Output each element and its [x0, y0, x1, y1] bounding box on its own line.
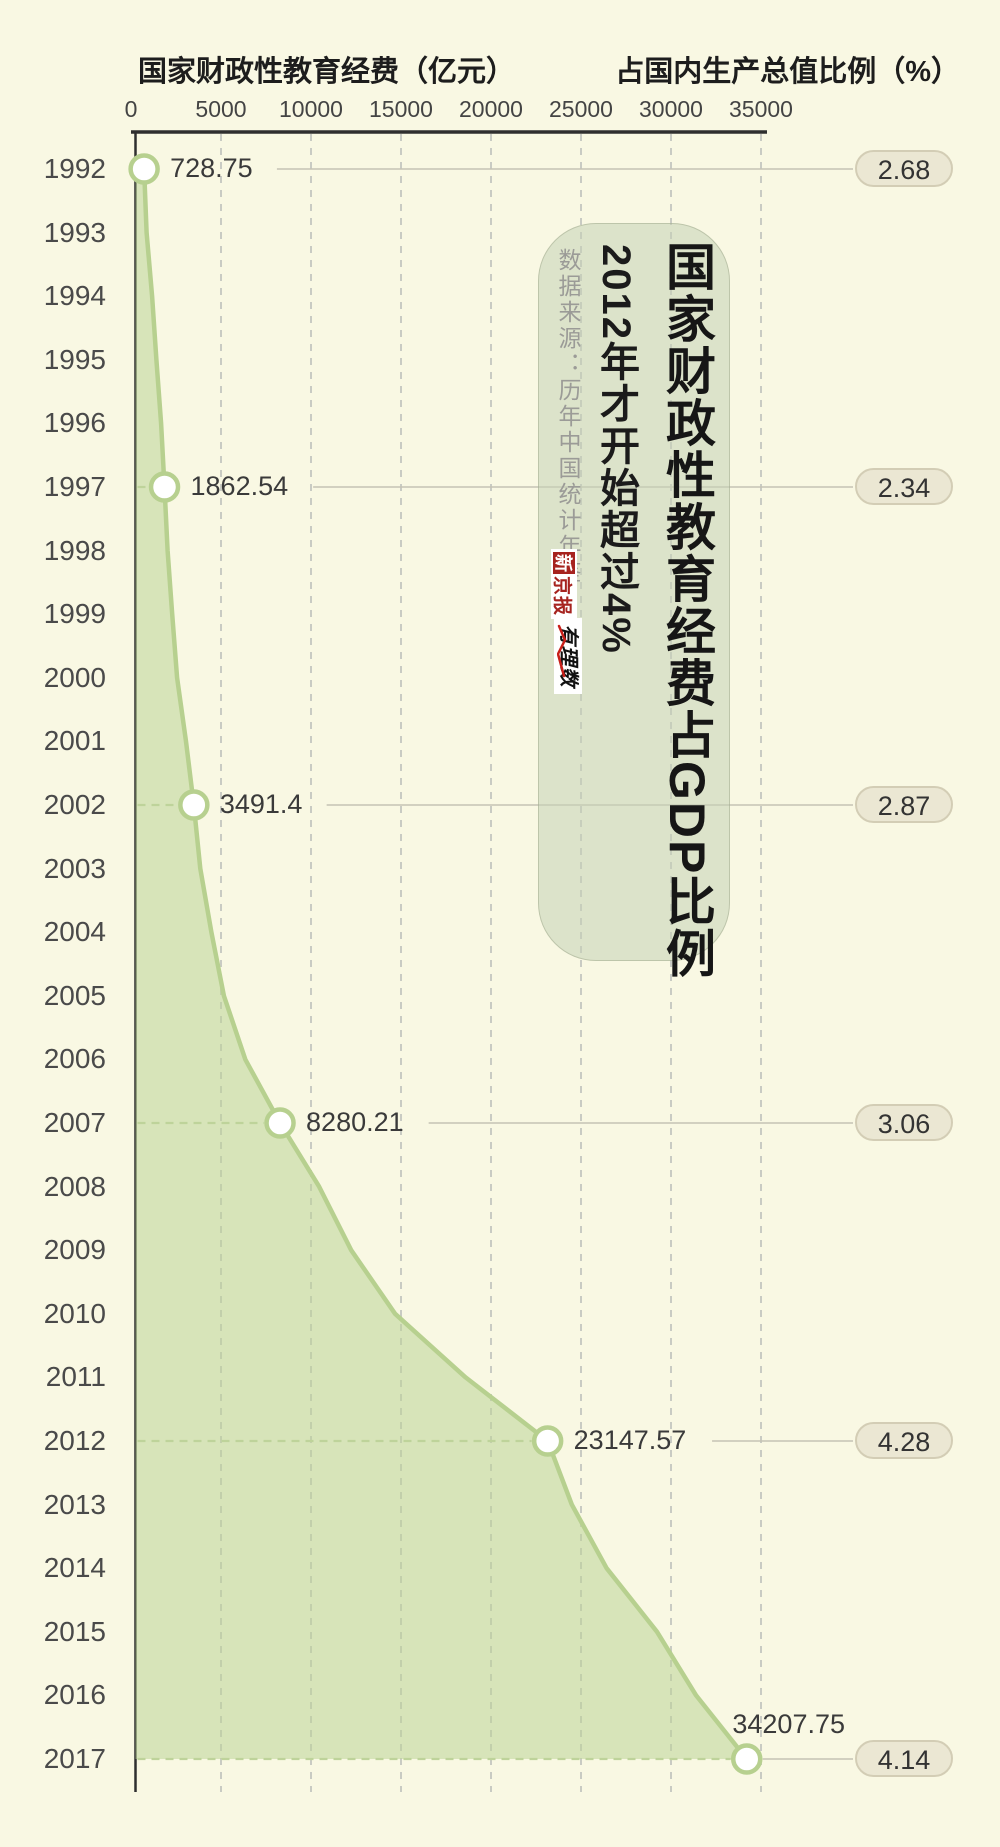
callout-card: 国家财政性教育经费占GDP比例 2012年才开始超过4% 数据来源：历年中国统计… [538, 223, 730, 980]
year-label: 1993 [43, 216, 106, 248]
right-axis-title: 占国内生产总值比例（%） [615, 56, 960, 88]
year-label: 2000 [43, 661, 106, 693]
year-label: 2013 [43, 1488, 106, 1520]
area-fill [135, 169, 747, 1759]
year-label: 2010 [43, 1297, 106, 1329]
year-label: 2006 [43, 1043, 106, 1075]
tick-label: 25000 [549, 96, 613, 122]
data-source-note: 数据来源：历年中国统计年鉴 [555, 248, 581, 586]
value-label: 8280.21 [306, 1107, 404, 1137]
gdp-ratio-badge: 4.14 [855, 1740, 953, 1777]
data-point-marker [178, 789, 210, 821]
tick-label: 10000 [279, 96, 343, 122]
data-point-marker [128, 153, 160, 185]
year-label: 1996 [43, 407, 106, 439]
year-label: 2015 [43, 1615, 106, 1647]
tick-label: 30000 [639, 96, 703, 122]
year-label: 2004 [43, 916, 106, 948]
year-label: 2014 [43, 1552, 106, 1584]
year-label: 2016 [43, 1679, 106, 1711]
year-label: 1995 [43, 343, 106, 375]
youlishu-logo: 有理数 [554, 618, 582, 694]
data-point-marker [730, 1743, 763, 1775]
callout-subtitle: 2012年才开始超过4% [594, 244, 638, 655]
left-axis-title: 国家财政性教育经费（亿元） [138, 56, 516, 88]
year-label: 2009 [43, 1234, 106, 1266]
data-point-marker [264, 1107, 296, 1139]
gdp-ratio-badge: 2.68 [855, 150, 953, 187]
data-point-marker [148, 471, 181, 503]
year-label: 2007 [43, 1107, 106, 1138]
youlishu-logo-swoosh-icon [557, 624, 567, 678]
year-label: 1994 [43, 280, 106, 312]
gdp-ratio-badge: 4.28 [855, 1422, 953, 1459]
year-label: 2012 [43, 1425, 106, 1456]
callout-title: 国家财政性教育经费占GDP比例 [659, 241, 715, 980]
year-label: 2008 [43, 1170, 106, 1202]
value-label: 3491.4 [219, 789, 303, 819]
xinjingbao-logo-mark: 新 [553, 551, 575, 574]
year-label: 1999 [43, 598, 106, 630]
area-edge-line [141, 168, 749, 1761]
tick-label: 0 [124, 96, 138, 122]
xinjingbao-logo-text: 京报 [551, 575, 573, 616]
gdp-ratio-badge: 2.34 [855, 468, 953, 505]
year-label: 2002 [43, 789, 106, 820]
gdp-ratio-badge: 2.87 [855, 786, 953, 823]
gdp-ratio-badge: 3.06 [855, 1104, 953, 1141]
tick-label: 15000 [369, 96, 433, 122]
value-label: 1862.54 [190, 471, 289, 501]
year-label: 1992 [43, 153, 106, 184]
data-point-marker [531, 1425, 564, 1457]
tick-label: 35000 [729, 96, 793, 122]
year-label: 1998 [43, 534, 106, 566]
value-label: 23147.57 [573, 1425, 687, 1455]
year-label: 2001 [43, 725, 106, 757]
year-label: 2005 [43, 979, 106, 1011]
value-label: 728.75 [170, 153, 253, 183]
xinjingbao-logo: 新京报 [551, 549, 577, 619]
tick-label: 5000 [195, 96, 247, 122]
year-label: 2011 [45, 1361, 106, 1393]
value-label: 34207.75 [732, 1709, 845, 1739]
year-label: 2017 [43, 1743, 106, 1774]
year-label: 1997 [43, 471, 106, 502]
tick-label: 20000 [459, 96, 523, 122]
year-label: 2003 [43, 852, 106, 884]
